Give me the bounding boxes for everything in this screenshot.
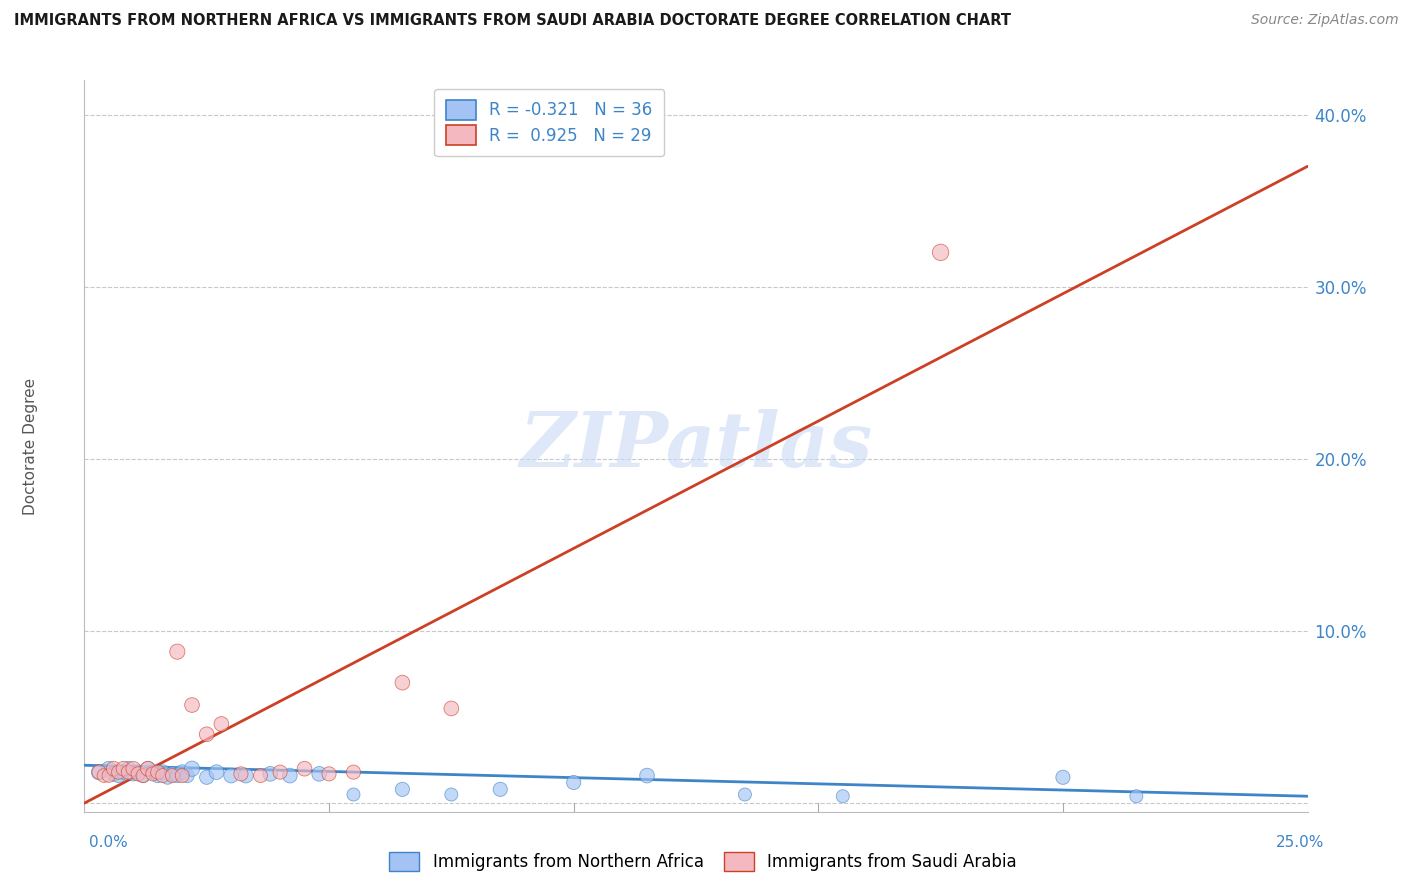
Point xyxy=(97,768,120,782)
Point xyxy=(122,767,145,781)
Point xyxy=(107,768,129,782)
Point xyxy=(103,767,125,781)
Point xyxy=(269,765,291,780)
Point xyxy=(162,768,184,782)
Point xyxy=(209,717,232,731)
Point xyxy=(195,727,218,741)
Point xyxy=(205,765,228,780)
Point xyxy=(440,701,463,715)
Point xyxy=(278,768,301,782)
Text: 25.0%: 25.0% xyxy=(1277,836,1324,850)
Point xyxy=(97,762,120,776)
Point xyxy=(87,765,110,780)
Point xyxy=(318,767,340,781)
Point xyxy=(132,768,155,782)
Point xyxy=(103,762,125,776)
Point xyxy=(1125,789,1147,804)
Text: ZIPatlas: ZIPatlas xyxy=(519,409,873,483)
Point xyxy=(176,768,198,782)
Point xyxy=(562,775,585,789)
Point xyxy=(146,765,169,780)
Point xyxy=(166,768,188,782)
Point xyxy=(929,245,952,260)
Point xyxy=(112,765,135,780)
Point xyxy=(489,782,512,797)
Point xyxy=(127,767,149,781)
Point xyxy=(136,762,159,776)
Point xyxy=(391,782,413,797)
Point xyxy=(166,645,188,659)
Point xyxy=(294,762,316,776)
Point xyxy=(181,698,204,712)
Text: Doctorate Degree: Doctorate Degree xyxy=(24,377,38,515)
Point xyxy=(127,765,149,780)
Point xyxy=(136,762,159,776)
Point xyxy=(734,788,756,802)
Point xyxy=(152,765,174,780)
Point xyxy=(391,675,413,690)
Point xyxy=(308,767,330,781)
Point xyxy=(831,789,853,804)
Point xyxy=(93,768,115,782)
Point xyxy=(219,768,242,782)
Text: 0.0%: 0.0% xyxy=(89,836,128,850)
Point xyxy=(122,762,145,776)
Text: Source: ZipAtlas.com: Source: ZipAtlas.com xyxy=(1251,13,1399,28)
Point xyxy=(146,768,169,782)
Point xyxy=(132,768,155,782)
Point xyxy=(107,765,129,780)
Point xyxy=(195,770,218,784)
Point xyxy=(229,767,252,781)
Point xyxy=(112,762,135,776)
Point xyxy=(117,765,139,780)
Point xyxy=(117,762,139,776)
Point xyxy=(440,788,463,802)
Legend: R = -0.321   N = 36, R =  0.925   N = 29: R = -0.321 N = 36, R = 0.925 N = 29 xyxy=(434,88,664,156)
Point xyxy=(172,765,194,780)
Text: IMMIGRANTS FROM NORTHERN AFRICA VS IMMIGRANTS FROM SAUDI ARABIA DOCTORATE DEGREE: IMMIGRANTS FROM NORTHERN AFRICA VS IMMIG… xyxy=(14,13,1011,29)
Legend: Immigrants from Northern Africa, Immigrants from Saudi Arabia: Immigrants from Northern Africa, Immigra… xyxy=(381,843,1025,880)
Point xyxy=(142,765,165,780)
Point xyxy=(249,768,271,782)
Point xyxy=(87,765,110,780)
Point xyxy=(1052,770,1074,784)
Point xyxy=(156,770,179,784)
Point xyxy=(172,768,194,782)
Point xyxy=(162,767,184,781)
Point xyxy=(142,767,165,781)
Point xyxy=(342,788,364,802)
Point xyxy=(152,768,174,782)
Point xyxy=(259,767,281,781)
Point xyxy=(235,768,257,782)
Point xyxy=(342,765,364,780)
Point xyxy=(636,768,658,782)
Point xyxy=(181,762,204,776)
